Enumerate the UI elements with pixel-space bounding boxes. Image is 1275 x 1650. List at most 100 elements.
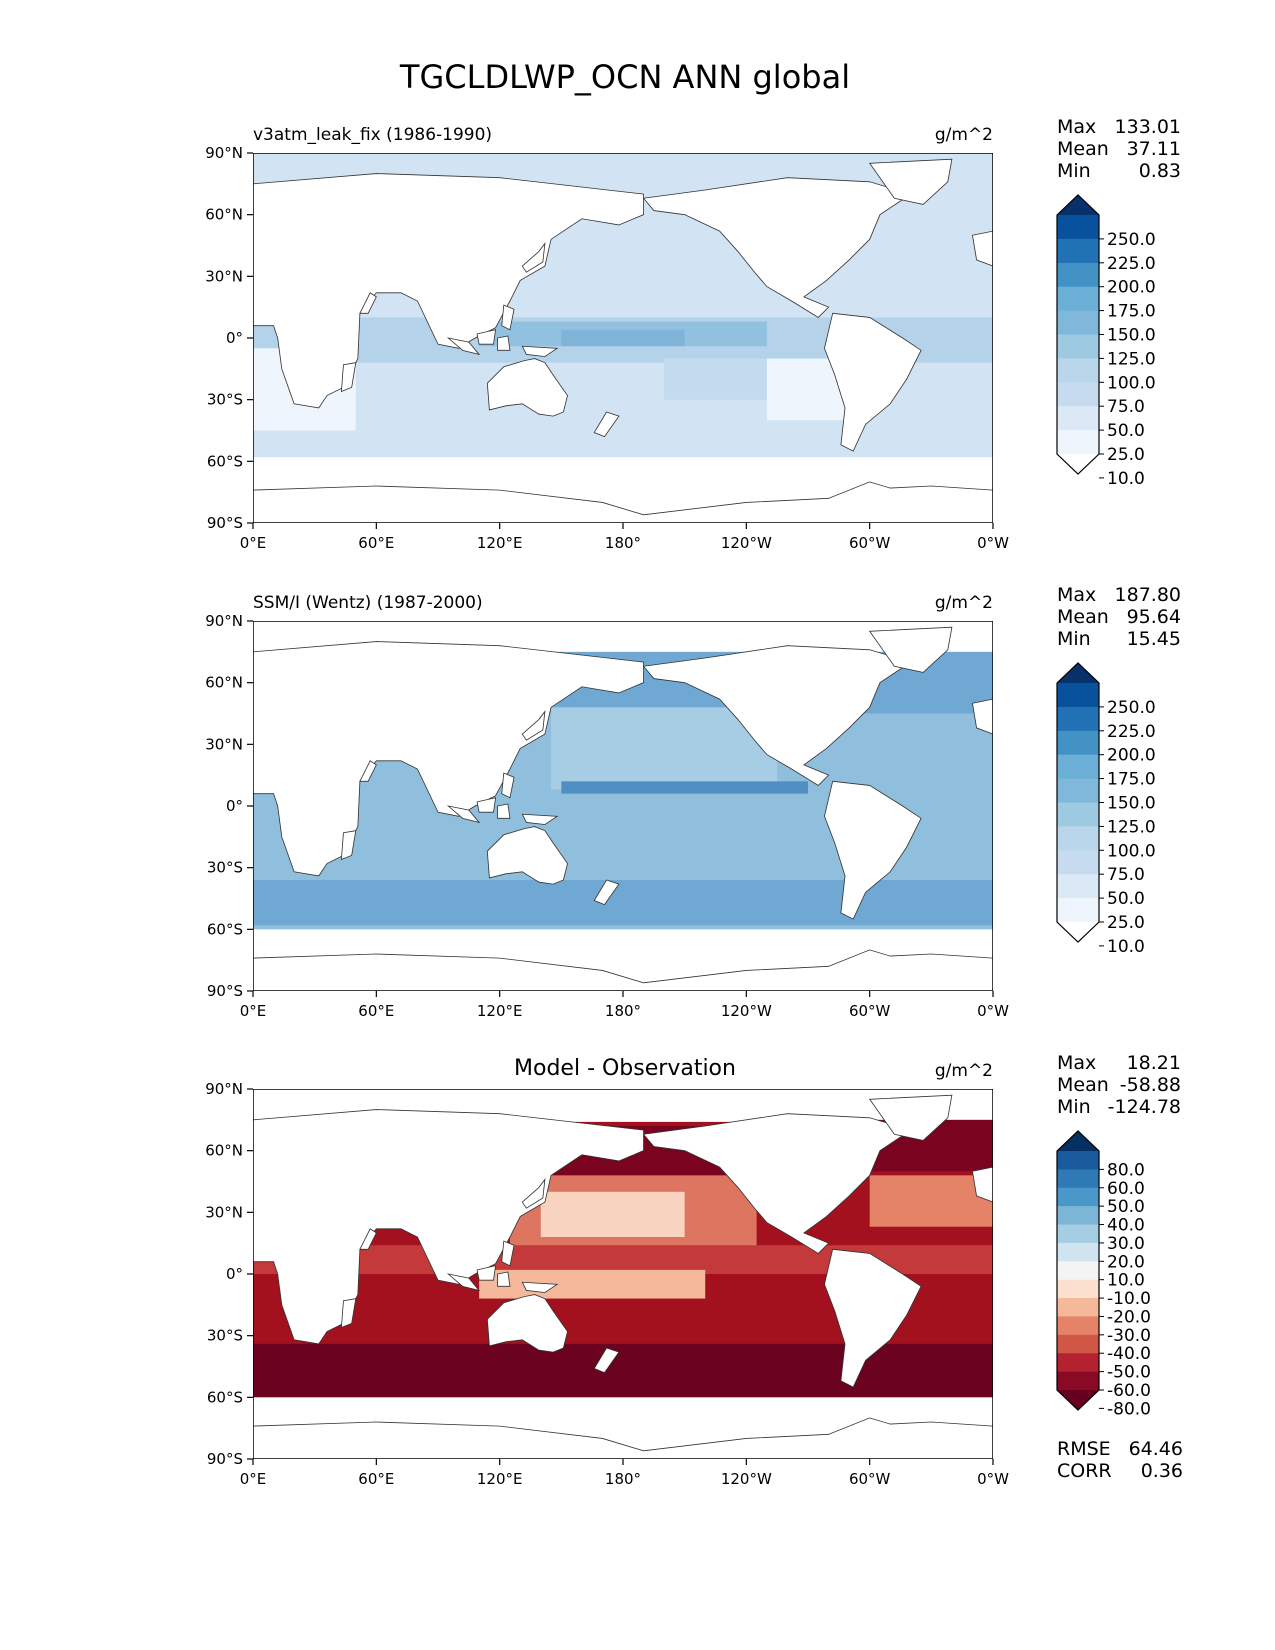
stat-max-label: Max (1057, 1052, 1096, 1074)
colorbar-segment (1057, 1298, 1099, 1317)
colorbar-segment (1057, 683, 1099, 708)
colorbar-segment (1057, 1353, 1099, 1373)
rmse-value: 64.46 (1129, 1438, 1183, 1460)
field-band (253, 1343, 993, 1398)
colorbar-segment (1057, 1169, 1099, 1189)
map-axes: 0°E 60°E 120°E 180° 120°W 60°W 0°W 90°N 60°N 30°N… (205, 1080, 1009, 1488)
colorbar-label: 50.0 (1107, 421, 1145, 441)
stat-mean-value: -58.88 (1120, 1074, 1181, 1096)
x-tick-label: 60°W (849, 534, 891, 552)
colorbar-label: 200.0 (1107, 746, 1156, 766)
colorbar-extension-bottom (1057, 1390, 1099, 1410)
y-tick-label: 90°S (207, 982, 243, 1000)
y-tick-label: 90°S (207, 1450, 243, 1468)
colorbar-extension-top (1057, 1131, 1099, 1151)
skill-block: RMSE 64.46 CORR 0.36 (1057, 1438, 1183, 1482)
colorbar-label: 150.0 (1107, 794, 1156, 814)
colorbar-label: 60.0 (1107, 1179, 1145, 1199)
colorbar-segment (1057, 1279, 1099, 1299)
panel-observation: SSM/I (Wentz) (1987-2000) g/m^2 0°E 60°E 1… (205, 584, 1181, 1020)
corr-label: CORR (1057, 1460, 1112, 1482)
panel-subtitle: SSM/I (Wentz) (1987-2000) (253, 593, 483, 613)
colorbar-label: 10.0 (1107, 937, 1145, 957)
map-field (253, 153, 993, 523)
panel-model: v3atm_leak_fix (1986-1990) g/m^2 0°E 60°E… (205, 116, 1181, 552)
colorbar-segment (1057, 358, 1099, 383)
colorbar-segment (1057, 1334, 1099, 1354)
y-tick-label: 30°N (205, 267, 243, 285)
colorbar-label: 20.0 (1107, 1252, 1145, 1272)
colorbar-label: 75.0 (1107, 397, 1145, 417)
colorbar-label: -50.0 (1107, 1363, 1151, 1383)
colorbar-segment (1057, 1242, 1099, 1262)
y-tick-label: 60°N (205, 674, 243, 692)
panel-units: g/m^2 (935, 125, 993, 145)
y-tick-label: 0° (226, 1265, 243, 1283)
y-tick-label: 60°S (207, 1388, 243, 1406)
colorbar-segment (1057, 430, 1099, 455)
colorbar-label: 75.0 (1107, 865, 1145, 885)
colorbar-segment (1057, 286, 1099, 312)
x-tick-label: 120°E (477, 1002, 523, 1020)
x-tick-label: 0°E (240, 534, 267, 552)
colorbar-segment (1057, 1261, 1099, 1281)
colorbar-segment (1057, 406, 1099, 431)
stat-min-value: 15.45 (1127, 628, 1181, 650)
colorbar-extension-top (1057, 195, 1099, 215)
colorbar: 80.060.050.040.030.020.010.0-10.0-20.0-3… (1056, 1130, 1151, 1419)
stat-max-value: 133.01 (1115, 116, 1181, 138)
stat-mean-label: Mean (1057, 138, 1109, 160)
colorbar-extension-bottom (1057, 922, 1099, 942)
x-tick-label: 120°E (477, 534, 523, 552)
colorbar-segment (1057, 730, 1099, 756)
colorbar-segment (1057, 1187, 1099, 1207)
field-band (869, 1175, 993, 1227)
colorbar-label: 250.0 (1107, 230, 1156, 250)
y-tick-label: 0° (226, 329, 243, 347)
stat-mean-label: Mean (1057, 606, 1109, 628)
x-tick-label: 0°E (240, 1470, 267, 1488)
colorbar-label: 175.0 (1107, 770, 1156, 790)
stat-mean-value: 95.64 (1127, 606, 1181, 628)
colorbar-label: 30.0 (1107, 1234, 1145, 1254)
colorbar-label: 10.0 (1107, 1271, 1145, 1291)
stat-max-label: Max (1057, 584, 1096, 606)
x-tick-label: 60°E (358, 1470, 394, 1488)
x-tick-label: 120°W (721, 1002, 772, 1020)
x-tick-label: 120°W (721, 1470, 772, 1488)
colorbar-label: 25.0 (1107, 913, 1145, 933)
y-tick-label: 30°N (205, 1203, 243, 1221)
map-field (253, 1089, 993, 1459)
map-axes: 0°E 60°E 120°E 180° 120°W 60°W 0°W 90°N 60°N 30°N… (205, 144, 1009, 552)
stat-mean-label: Mean (1057, 1074, 1109, 1096)
colorbar-segment (1057, 754, 1099, 780)
colorbar-segment (1057, 1151, 1099, 1170)
colorbar-segment (1057, 262, 1099, 288)
colorbar-segment (1057, 1371, 1099, 1391)
colorbar-label: -30.0 (1107, 1326, 1151, 1346)
panel-units: g/m^2 (935, 1061, 993, 1081)
corr-value: 0.36 (1141, 1460, 1183, 1482)
x-tick-label: 60°W (849, 1470, 891, 1488)
x-tick-label: 120°W (721, 534, 772, 552)
panel-units: g/m^2 (935, 593, 993, 613)
colorbar-segment (1057, 1224, 1099, 1244)
colorbar-extension-top (1057, 663, 1099, 683)
colorbar-label: 25.0 (1107, 445, 1145, 465)
x-tick-label: 0°W (977, 1470, 1009, 1488)
colorbar-label: 10.0 (1107, 469, 1145, 489)
x-tick-label: 120°E (477, 1470, 523, 1488)
x-tick-label: 60°E (358, 534, 394, 552)
colorbar-label: -10.0 (1107, 1289, 1151, 1309)
panel-subtitle: Model - Observation (514, 1056, 736, 1081)
field-band (561, 329, 685, 347)
colorbar-label: -80.0 (1107, 1399, 1151, 1419)
x-tick-label: 0°W (977, 1002, 1009, 1020)
y-tick-label: 90°N (205, 612, 243, 630)
field-band (540, 1191, 685, 1238)
figure-title: TGCLDLWP_OCN ANN global (399, 58, 850, 96)
y-tick-label: 30°N (205, 735, 243, 753)
y-tick-label: 60°N (205, 206, 243, 224)
colorbar-label: 100.0 (1107, 841, 1156, 861)
